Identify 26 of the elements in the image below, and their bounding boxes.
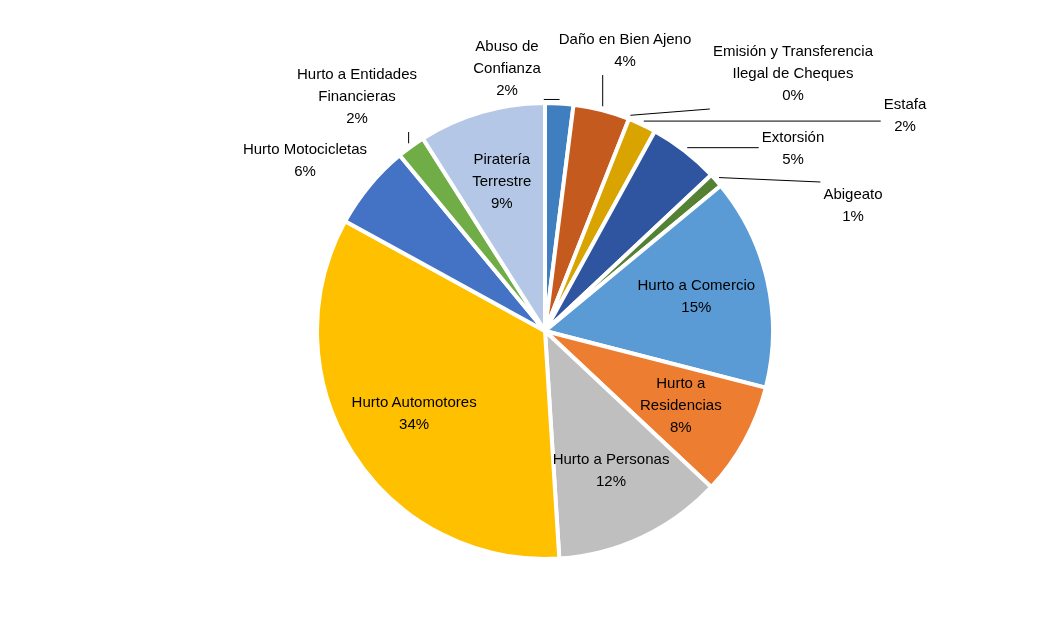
slice-label: Piratería Terrestre: [472, 150, 532, 190]
slice-label: Abuso de Confianza: [473, 37, 542, 77]
data-label: 2%: [496, 81, 518, 99]
data-label: 2%: [894, 117, 916, 135]
data-label: 2%: [346, 109, 368, 127]
data-label: 1%: [842, 207, 864, 225]
slice-label: Daño en Bien Ajeno: [558, 30, 692, 48]
text: 0%: [782, 86, 804, 104]
slice-label: Estafa: [883, 95, 927, 113]
data-label: 6%: [294, 162, 316, 180]
data-label: 15%: [681, 298, 712, 316]
slice-label: Hurto a Residencias: [640, 373, 722, 413]
data-label: 5%: [782, 150, 804, 168]
data-label: 8%: [670, 417, 692, 435]
slice-label: Hurto a Entidades Financieras: [296, 65, 418, 105]
slice-label: Hurto a Personas: [552, 450, 670, 468]
data-label: 34%: [399, 415, 430, 433]
slice-label: Hurto a Comercio: [637, 276, 756, 294]
data-label: 12%: [596, 472, 627, 490]
slice-label: Extorsión: [761, 128, 825, 146]
slice-label: Hurto Automotores: [351, 393, 477, 411]
data-label: 9%: [490, 194, 513, 212]
category-label: Emisión y Transferencia Ilegal de Cheques: [712, 42, 874, 82]
data-label: 4%: [614, 52, 636, 70]
slice-label: Hurto Motocicletas: [242, 140, 368, 158]
slice-label: Abigeato: [823, 185, 883, 203]
